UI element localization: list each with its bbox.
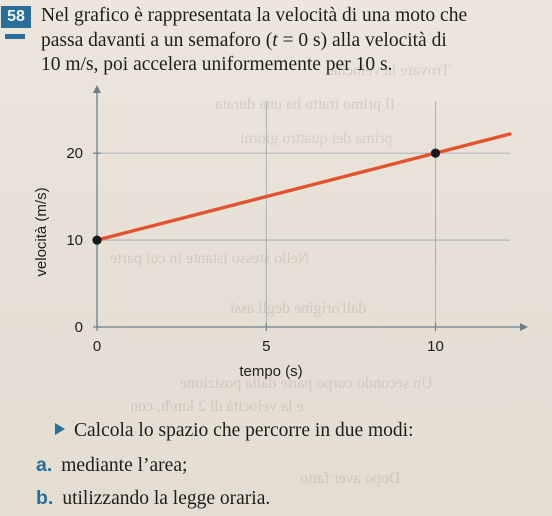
problem-line-2-pre: passa davanti a un semaforo ( bbox=[41, 29, 273, 51]
chart-axes bbox=[93, 85, 528, 331]
time-variable: t bbox=[272, 29, 278, 51]
task-instruction: Calcola lo spazio che percorre in due mo… bbox=[55, 420, 414, 442]
data-point-0 bbox=[92, 235, 102, 245]
task-text: Calcola lo spazio che percorre in due mo… bbox=[74, 420, 414, 441]
data-point-1 bbox=[430, 148, 441, 158]
chart-grid bbox=[97, 101, 510, 327]
problem-line-2-post: = 0 s) alla velocità di bbox=[277, 29, 447, 51]
task-item-text: utilizzando la legge oraria. bbox=[62, 488, 271, 509]
task-item-a: a. mediante l’area; bbox=[36, 454, 187, 477]
problem-number: 58 bbox=[7, 8, 25, 25]
problem-line-2: passa davanti a un semaforo (t = 0 s) al… bbox=[41, 29, 546, 54]
task-item-text: mediante l’area; bbox=[61, 455, 188, 476]
problem-number-badge: 58 bbox=[1, 6, 31, 28]
task-item-letter: a. bbox=[36, 454, 53, 476]
x-axis-title: tempo (s) bbox=[239, 363, 302, 380]
y-tick-label-10: 10 bbox=[66, 232, 83, 249]
y-axis-title: velocità (m/s) bbox=[33, 187, 50, 276]
x-tick-label-0: 0 bbox=[93, 338, 101, 355]
x-tick-label-5: 5 bbox=[262, 338, 270, 355]
x-tick-label-10: 10 bbox=[427, 338, 444, 355]
problem-statement: Nel grafico è rappresentata la velocità … bbox=[41, 4, 546, 78]
y-axis-arrow bbox=[93, 85, 101, 93]
chart-series bbox=[92, 132, 512, 245]
task-item-letter: b. bbox=[36, 487, 54, 509]
series-line-0 bbox=[95, 132, 512, 242]
problem-line-3: 10 m/s, poi accelera uniformemente per 1… bbox=[41, 54, 393, 75]
y-tick-label-0: 0 bbox=[75, 319, 83, 336]
y-tick-label-20: 20 bbox=[66, 145, 83, 162]
chart-labels: 0 5 10 0 10 20 tempo (s) velocità (m/s) bbox=[33, 145, 444, 380]
x-axis-arrow bbox=[520, 323, 528, 331]
difficulty-mark bbox=[5, 34, 25, 39]
arrow-icon bbox=[55, 423, 65, 435]
task-item-b: b. utilizzando la legge oraria. bbox=[36, 487, 270, 510]
problem-line-1: Nel grafico è rappresentata la velocità … bbox=[41, 5, 468, 26]
